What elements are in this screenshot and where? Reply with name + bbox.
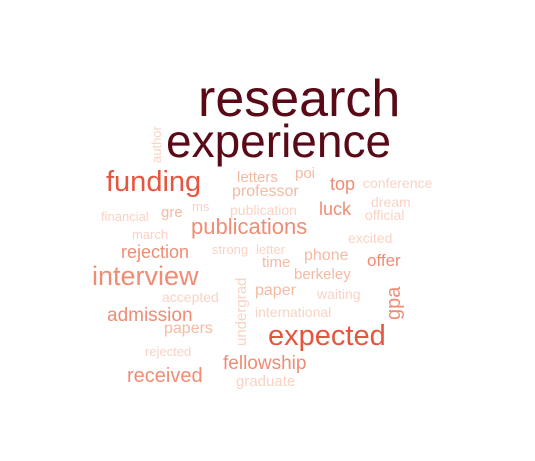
word-rejection: rejection xyxy=(121,242,190,262)
word-fellowship: fellowship xyxy=(223,353,307,374)
word-expected: expected xyxy=(268,320,386,352)
word-strong: strong xyxy=(212,242,249,257)
word-accepted: accepted xyxy=(162,289,219,305)
word-conference: conference xyxy=(363,175,433,191)
word-letters: letters xyxy=(237,169,278,186)
word-march: march xyxy=(132,227,169,242)
word-publication: publication xyxy=(230,202,297,218)
word-luck: luck xyxy=(319,199,352,219)
word-publications: publications xyxy=(191,214,308,239)
word-rejected: rejected xyxy=(145,344,192,359)
word-interview: interview xyxy=(92,261,199,291)
word-author: author xyxy=(149,126,164,163)
word-experience: experience xyxy=(166,115,392,167)
word-phone: phone xyxy=(304,247,349,264)
word-research: research xyxy=(198,70,401,128)
word-official: official xyxy=(365,207,405,223)
word-ms: ms xyxy=(192,199,210,214)
word-gre: gre xyxy=(161,204,183,221)
word-time: time xyxy=(262,254,291,271)
word-funding: funding xyxy=(106,166,202,198)
word-international: international xyxy=(255,304,332,320)
word-poi: poi xyxy=(295,165,316,182)
word-offer: offer xyxy=(367,251,401,270)
word-letter: letter xyxy=(256,242,285,257)
word-berkeley: berkeley xyxy=(294,266,351,283)
word-graduate: graduate xyxy=(236,373,296,390)
word-admission: admission xyxy=(107,305,193,326)
word-gpa: gpa xyxy=(383,286,405,320)
word-papers: papers xyxy=(164,320,213,337)
word-undergrad: undergrad xyxy=(233,277,250,346)
word-paper: paper xyxy=(255,282,296,299)
word-received: received xyxy=(127,365,203,387)
word-top: top xyxy=(330,174,356,194)
word-waiting: waiting xyxy=(317,286,361,302)
word-dream: dream xyxy=(371,194,411,210)
word-professor: professor xyxy=(232,183,299,200)
word-financial: financial xyxy=(101,209,149,224)
word-excited: excited xyxy=(348,230,393,246)
